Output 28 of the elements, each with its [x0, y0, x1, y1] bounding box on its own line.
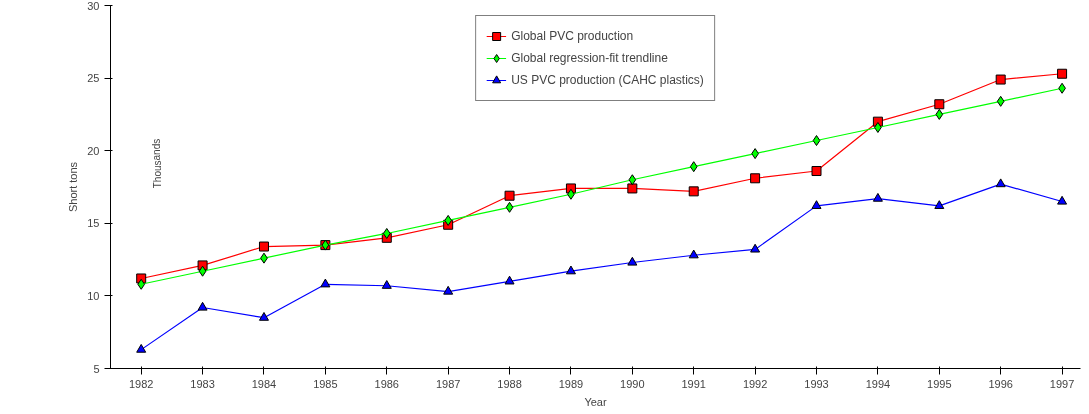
x-tick-label: 1983 — [190, 377, 215, 390]
x-tick-label: 1997 — [1049, 377, 1075, 390]
x-tick-label: 1996 — [988, 377, 1013, 390]
x-tick-label: 1994 — [865, 377, 891, 390]
x-axis-title: Year — [584, 395, 607, 408]
x-tick-label: 1988 — [497, 377, 522, 390]
x-tick-label: 1995 — [927, 377, 952, 390]
legend-label: US PVC production (CAHC plastics) — [511, 73, 704, 87]
y-tick-label: 30 — [87, 0, 100, 12]
x-tick-label: 1990 — [620, 377, 645, 390]
x-tick-label: 1986 — [374, 377, 400, 390]
y-tick-label: 20 — [87, 144, 100, 157]
annotation: Thousands — [151, 138, 163, 189]
x-tick-label: 1991 — [681, 377, 706, 390]
y-axis-title: Short tons — [67, 161, 80, 213]
x-tick-label: 1985 — [313, 377, 338, 390]
x-tick-label: 1984 — [251, 377, 277, 390]
x-tick-label: 1982 — [128, 377, 154, 390]
y-tick-label: 10 — [87, 289, 100, 302]
legend-label: Global regression-fit trendline — [511, 51, 668, 65]
x-tick-label: 1993 — [804, 377, 829, 390]
y-tick-label: 25 — [87, 72, 100, 85]
x-tick-label: 1992 — [742, 377, 768, 390]
x-tick-label: 1987 — [435, 377, 461, 390]
legend-label: Global PVC production — [511, 29, 634, 43]
y-tick-label: 5 — [93, 362, 100, 375]
x-tick-label: 1989 — [558, 377, 584, 390]
y-tick-label: 15 — [87, 217, 100, 230]
